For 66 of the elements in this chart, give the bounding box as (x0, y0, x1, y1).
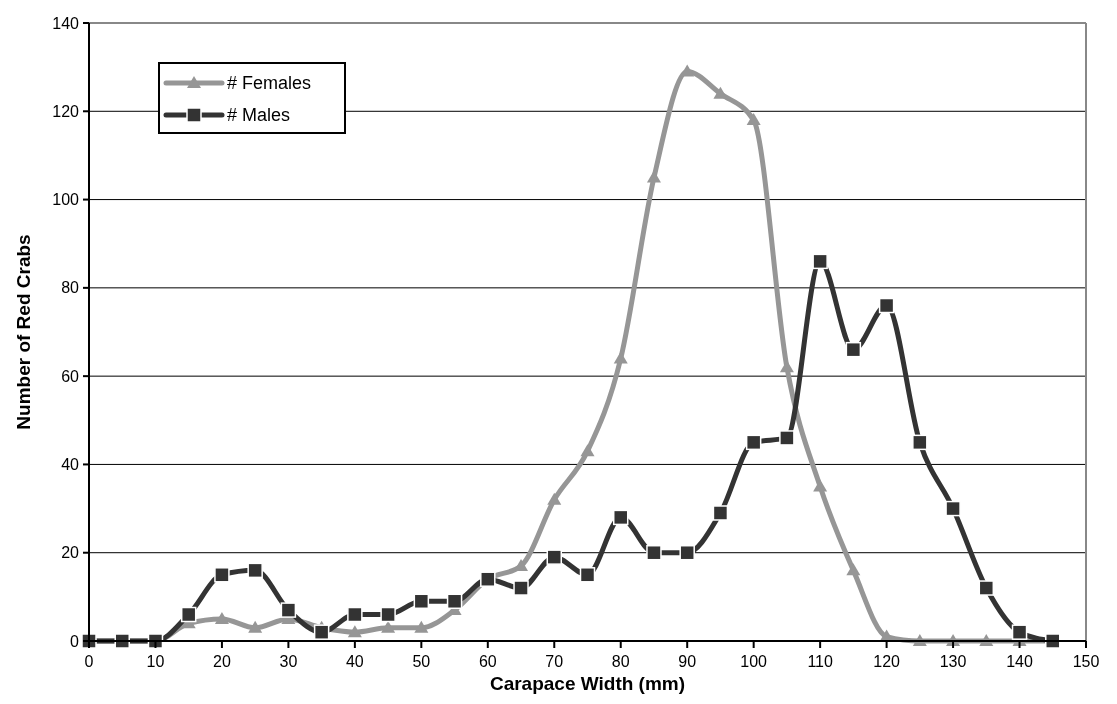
x-tick-label: 150 (1072, 653, 1100, 670)
point (547, 492, 562, 505)
x-tick-label: 130 (939, 653, 967, 670)
x-tick-label: 0 (84, 653, 94, 670)
x-tick-label: 60 (478, 653, 497, 670)
point (845, 341, 862, 358)
point (646, 170, 661, 183)
y-tick-label: 120 (52, 102, 80, 120)
x-tick-label: 120 (873, 653, 901, 670)
point (779, 360, 794, 373)
point (846, 563, 861, 576)
point (612, 509, 629, 526)
point (513, 580, 529, 596)
x-tick-label: 20 (213, 653, 231, 670)
point (446, 593, 463, 610)
y-tick-label: 60 (61, 367, 80, 385)
point (745, 434, 762, 451)
point (912, 434, 928, 451)
x-axis-title: Carapace Width (mm) (489, 673, 686, 694)
x-tick-label: 50 (412, 653, 431, 670)
legend-label: # Males (227, 105, 291, 126)
point (214, 611, 229, 624)
point (945, 500, 961, 517)
point (746, 113, 761, 126)
point (546, 549, 563, 565)
point (580, 444, 595, 457)
x-tick-label: 90 (678, 653, 697, 670)
y-tick-label: 20 (61, 544, 80, 562)
point (347, 625, 362, 638)
point (347, 606, 363, 623)
point (878, 297, 895, 314)
point (813, 479, 828, 492)
point (248, 620, 263, 633)
point (313, 624, 330, 640)
legend-label: # Females (227, 73, 312, 94)
y-tick-label: 0 (70, 632, 80, 650)
point (214, 567, 230, 583)
point (280, 602, 297, 618)
point (413, 593, 430, 610)
point (247, 562, 263, 579)
point (180, 606, 197, 623)
point (381, 620, 396, 633)
point (712, 505, 729, 521)
x-tick-label: 40 (345, 653, 364, 670)
point (679, 544, 695, 561)
x-tick-label: 10 (146, 653, 165, 670)
x-tick-label: 140 (1006, 653, 1033, 670)
x-tick-label: 80 (611, 653, 630, 670)
y-tick-label: 40 (61, 456, 80, 474)
x-tick-label: 30 (279, 653, 298, 670)
point (613, 351, 628, 364)
point (812, 253, 828, 270)
point (779, 430, 795, 446)
y-tick-label: 80 (61, 279, 80, 297)
point (978, 580, 995, 596)
x-tick-label: 110 (807, 653, 833, 670)
x-tick-label: 100 (740, 653, 768, 670)
y-tick-label: 140 (52, 14, 80, 32)
x-tick-label: 70 (545, 653, 564, 670)
y-tick-label: 100 (52, 191, 80, 209)
point (414, 620, 429, 633)
point (646, 544, 662, 561)
y-axis-title: Number of Red Crabs (13, 234, 34, 430)
point (579, 567, 596, 583)
point (380, 606, 396, 623)
point (1011, 624, 1028, 640)
